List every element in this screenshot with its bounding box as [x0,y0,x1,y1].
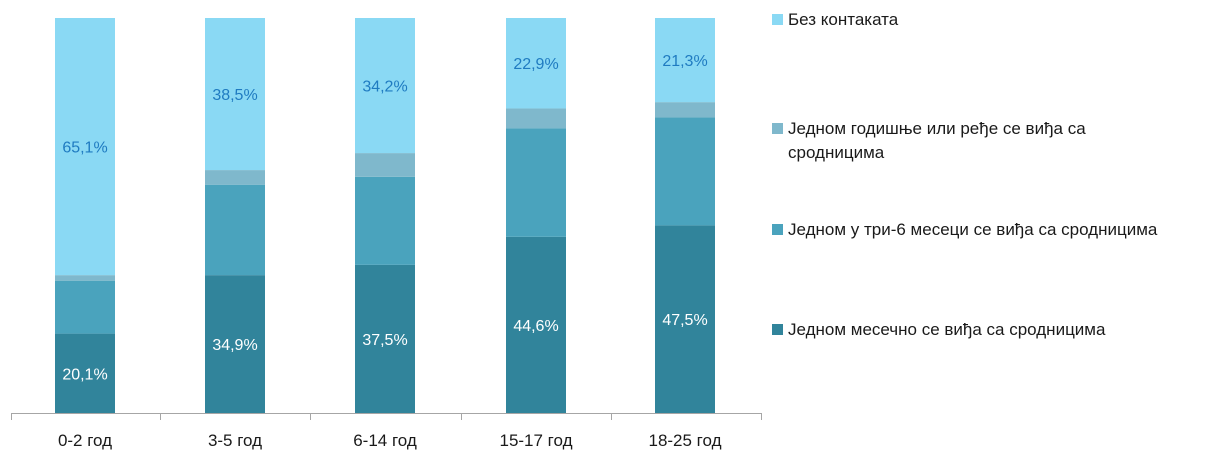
bar-segment-1-1 [55,333,115,413]
data-label-4-4: 22,9% [513,56,558,73]
bar-segment-3-4 [506,108,566,129]
legend-label: Једном у три-6 месеци се виђа са сродниц… [788,220,1158,239]
data-label-4-2: 38,5% [212,87,257,104]
bar-segment-2-3 [355,176,415,265]
x-tick-label-1: 0-2 год [58,431,112,450]
bar-segment-1-4 [506,236,566,413]
bar-segment-3-2 [205,170,265,185]
bar-segment-4-1 [55,18,115,276]
legend-item-3: Једном у три-6 месеци се виђа са сродниц… [772,218,1158,242]
bar-segment-4-4 [506,18,566,109]
legend-label: Једном месечно се виђа са сродницима [788,320,1106,339]
x-tick-label-5: 18-25 год [648,431,721,450]
bar-segment-2-4 [506,128,566,237]
legend-swatch [772,123,783,134]
bar-segment-2-1 [55,280,115,334]
bar-segment-2-2 [205,184,265,276]
x-tick-label-3: 6-14 год [353,431,417,450]
legend-swatch [772,224,783,235]
data-label-1-1: 20,1% [62,366,107,383]
bar-segment-1-2 [205,275,265,413]
data-label-1-2: 34,9% [212,337,257,354]
data-label-1-5: 47,5% [662,312,707,329]
legend-item-1: Без контаката [772,8,898,32]
legend-item-4: Једном месечно се виђа са сродницима [772,318,1218,342]
bar-segment-1-5 [655,225,715,413]
data-label-4-1: 65,1% [62,140,107,157]
data-label-4-3: 34,2% [362,79,407,96]
bar-segment-2-5 [655,117,715,226]
bar-segment-4-3 [355,18,415,154]
chart-legend: Без контаката Једном годишње или ређе се … [772,0,1218,460]
data-label-1-4: 44,6% [513,318,558,335]
legend-label: Једном годишње или ређе се виђа са сродн… [788,119,1086,162]
data-label-4-5: 21,3% [662,53,707,70]
data-label-1-3: 37,5% [362,332,407,349]
bar-segment-3-5 [655,102,715,118]
bar-segment-1-3 [355,264,415,413]
bar-segment-4-2 [205,18,265,171]
bar-segment-4-5 [655,18,715,103]
legend-swatch [772,14,783,25]
x-tick-label-4: 15-17 год [499,431,572,450]
x-tick-label-2: 3-5 год [208,431,262,450]
legend-item-2: Једном годишње или ређе се виђа са сродн… [772,117,1173,165]
bar-segment-3-3 [355,153,415,177]
stacked-bar-chart: 20,1% 65,1% 0-2 год 34,9% 38,5% 3-5 год 37,5% 3… [11,18,762,450]
legend-label: Без контаката [788,10,899,29]
legend-swatch [772,324,783,335]
bar-segment-3-1 [55,275,115,281]
